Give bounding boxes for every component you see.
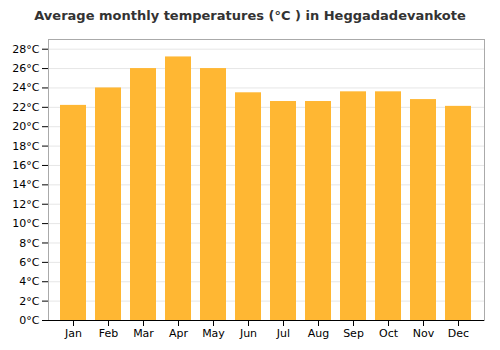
svg-text:16°C: 16°C bbox=[12, 159, 39, 172]
svg-text:28°C: 28°C bbox=[12, 43, 39, 56]
html-text:Average monthly temperatures (: Average monthly temperatures (°C ) in He… bbox=[34, 8, 466, 23]
svg-text:Jan: Jan bbox=[64, 327, 82, 340]
svg-text:4°C: 4°C bbox=[19, 275, 39, 288]
svg-text:Jul: Jul bbox=[276, 327, 290, 340]
svg-text:Feb: Feb bbox=[99, 327, 118, 340]
svg-text:Nov: Nov bbox=[413, 327, 435, 340]
svg-text:12°C: 12°C bbox=[12, 198, 39, 211]
svg-text:6°C: 6°C bbox=[19, 256, 39, 269]
svg-text:Aug: Aug bbox=[308, 327, 329, 340]
svg-text:22°C: 22°C bbox=[12, 101, 39, 114]
svg-text:Jun: Jun bbox=[239, 327, 257, 340]
svg-text:10°C: 10°C bbox=[12, 217, 39, 230]
svg-text:Mar: Mar bbox=[133, 327, 154, 340]
svg-text:2°C: 2°C bbox=[19, 295, 39, 308]
svg-text:Apr: Apr bbox=[169, 327, 189, 340]
svg-text:20°C: 20°C bbox=[12, 120, 39, 133]
svg-text:Sep: Sep bbox=[343, 327, 364, 340]
svg-text:24°C: 24°C bbox=[12, 81, 39, 94]
svg-text:Dec: Dec bbox=[448, 327, 469, 340]
svg-text:Oct: Oct bbox=[379, 327, 399, 340]
svg-text:8°C: 8°C bbox=[19, 237, 39, 250]
svg-text:14°C: 14°C bbox=[12, 178, 39, 191]
svg-text:0°C: 0°C bbox=[19, 314, 39, 327]
svg-text:18°C: 18°C bbox=[12, 140, 39, 153]
svg-text:26°C: 26°C bbox=[12, 62, 39, 75]
svg-text:May: May bbox=[202, 327, 225, 340]
